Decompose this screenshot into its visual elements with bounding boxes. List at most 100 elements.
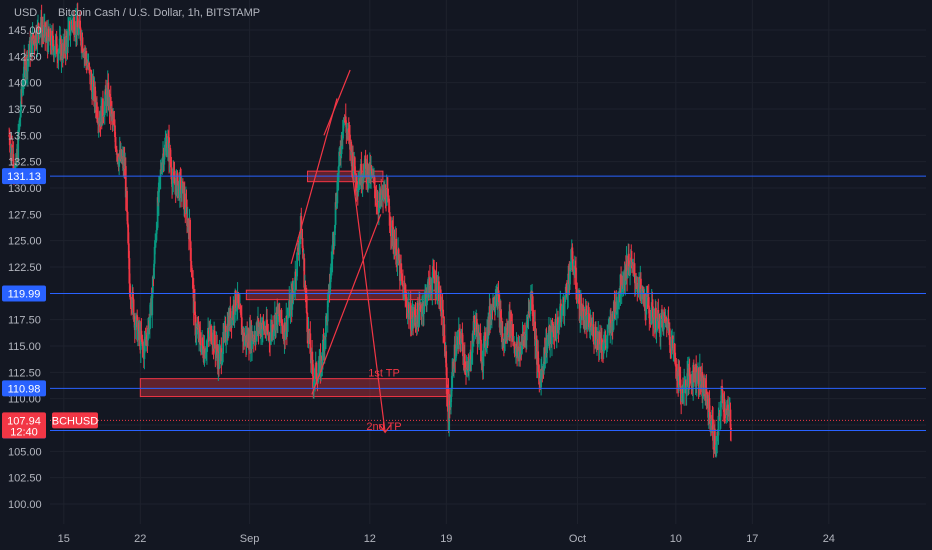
y-tick-label: 102.50 (8, 473, 42, 485)
level-price-tag[interactable] (2, 380, 46, 397)
candle-body (505, 327, 508, 341)
candle-body (700, 381, 702, 385)
candle-body (615, 301, 618, 312)
trend-line[interactable] (351, 174, 386, 433)
candle-body (10, 147, 12, 153)
candle-body (633, 273, 636, 284)
trend-line[interactable] (323, 69, 351, 136)
candle-body (166, 147, 169, 156)
candle-body (69, 30, 72, 36)
candle-body (636, 283, 639, 290)
symbol-tag[interactable] (52, 412, 98, 429)
x-tick-label: Sep (240, 533, 260, 545)
trend-line[interactable] (311, 214, 382, 395)
candle-body (306, 312, 309, 332)
candle-body (647, 297, 650, 308)
candle-body (704, 380, 707, 388)
candle-body (183, 193, 186, 208)
candle-body (671, 335, 674, 351)
candle-body (433, 269, 436, 279)
candle-body (213, 330, 216, 345)
x-axis[interactable]: 15 22 Sep 12 19 Oct 10 17 24 (58, 533, 835, 545)
candle-body (412, 317, 415, 323)
candle-body (225, 338, 228, 342)
y-tick-label: 112.50 (8, 367, 41, 379)
candle-body (473, 315, 476, 323)
candle-body (123, 158, 126, 169)
candle-body (423, 294, 426, 307)
candle-body (404, 296, 407, 298)
candle-body (73, 17, 75, 35)
candle-body (648, 307, 651, 319)
candle-body (151, 276, 154, 294)
y-tick-label: 130.00 (8, 183, 42, 195)
candle-body (195, 326, 198, 335)
candle-body (498, 295, 500, 303)
candle-body (88, 62, 91, 68)
candle-body (688, 367, 691, 377)
candle-body (68, 21, 71, 36)
current-price-tag[interactable] (2, 412, 46, 439)
candle-body (499, 310, 502, 328)
target-annotation: 1st TP (368, 367, 400, 379)
candle-body (391, 220, 394, 228)
candle-body (103, 101, 106, 116)
candle-body (331, 244, 334, 260)
candle-body (465, 367, 468, 373)
candle-body (630, 257, 633, 261)
candle-body (657, 310, 660, 322)
y-tick-label: 140.00 (8, 78, 42, 90)
candle-body (665, 317, 668, 324)
candle-body (90, 75, 93, 85)
candle-body (53, 49, 56, 52)
candle-body (145, 335, 148, 339)
candle-body (251, 332, 254, 341)
candle-body (523, 335, 526, 341)
candle-body (462, 342, 464, 357)
candle-body (580, 303, 583, 316)
candle-body (617, 300, 619, 310)
trend-line[interactable] (290, 98, 338, 265)
candle-body (412, 311, 414, 323)
candle-body (360, 163, 363, 185)
candle-body (537, 365, 540, 372)
candle-body (11, 144, 14, 159)
candle-body (314, 367, 317, 379)
candle-body (373, 177, 376, 188)
supply-demand-zone[interactable] (139, 378, 450, 398)
candle-body (706, 398, 709, 406)
candle-body (471, 333, 474, 353)
candle-body (22, 77, 25, 84)
candle-body (450, 396, 452, 408)
candle-body (223, 328, 226, 336)
candle-body (679, 379, 682, 392)
candle-body (251, 332, 253, 349)
candle-body (674, 352, 677, 364)
annotations: 1st TP 2nd TP (366, 367, 401, 433)
candle-body (334, 224, 336, 236)
arrow-head (378, 424, 392, 434)
candle-body (303, 258, 306, 288)
candle-body (499, 310, 502, 318)
candle-body (668, 328, 671, 345)
level-price-tag[interactable] (2, 285, 46, 302)
candle-body (407, 304, 410, 319)
y-axis[interactable]: 145.00 142.50 140.00 137.50 135.00 132.50 130.… (2, 25, 98, 511)
candle-body (584, 311, 587, 327)
candle-body (79, 20, 81, 29)
candle-body (431, 279, 434, 293)
candle-body (532, 316, 535, 322)
candle-body (297, 247, 300, 252)
candle-body (560, 310, 563, 322)
x-tick-label: 12 (364, 533, 376, 545)
candle-body (175, 177, 178, 196)
candle-body (436, 285, 439, 295)
level-price-tag[interactable] (2, 168, 46, 185)
candle-body (102, 98, 104, 116)
candle-body (331, 259, 333, 264)
candle-body (318, 358, 321, 369)
candle-body (170, 167, 173, 180)
candle-body (565, 286, 568, 291)
candle-body (44, 35, 47, 38)
